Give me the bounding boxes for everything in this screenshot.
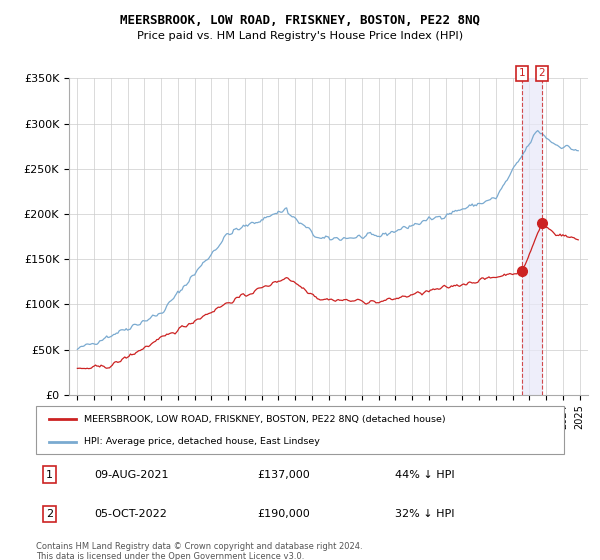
Bar — [523, 78, 542, 395]
Text: 1: 1 — [46, 470, 53, 479]
FancyBboxPatch shape — [36, 406, 564, 454]
Text: 05-OCT-2022: 05-OCT-2022 — [94, 509, 167, 519]
Text: 32% ↓ HPI: 32% ↓ HPI — [395, 509, 455, 519]
Text: 44% ↓ HPI: 44% ↓ HPI — [395, 470, 455, 479]
Text: Price paid vs. HM Land Registry's House Price Index (HPI): Price paid vs. HM Land Registry's House … — [137, 31, 463, 41]
Text: MEERSBROOK, LOW ROAD, FRISKNEY, BOSTON, PE22 8NQ: MEERSBROOK, LOW ROAD, FRISKNEY, BOSTON, … — [120, 14, 480, 27]
Text: Contains HM Land Registry data © Crown copyright and database right 2024.
This d: Contains HM Land Registry data © Crown c… — [36, 542, 362, 560]
Text: 2: 2 — [46, 509, 53, 519]
Text: £190,000: £190,000 — [258, 509, 311, 519]
Text: 2: 2 — [539, 68, 545, 78]
Text: £137,000: £137,000 — [258, 470, 311, 479]
Text: MEERSBROOK, LOW ROAD, FRISKNEY, BOSTON, PE22 8NQ (detached house): MEERSBROOK, LOW ROAD, FRISKNEY, BOSTON, … — [83, 415, 445, 424]
Text: HPI: Average price, detached house, East Lindsey: HPI: Average price, detached house, East… — [83, 437, 319, 446]
Text: 09-AUG-2021: 09-AUG-2021 — [94, 470, 169, 479]
Text: 1: 1 — [519, 68, 526, 78]
